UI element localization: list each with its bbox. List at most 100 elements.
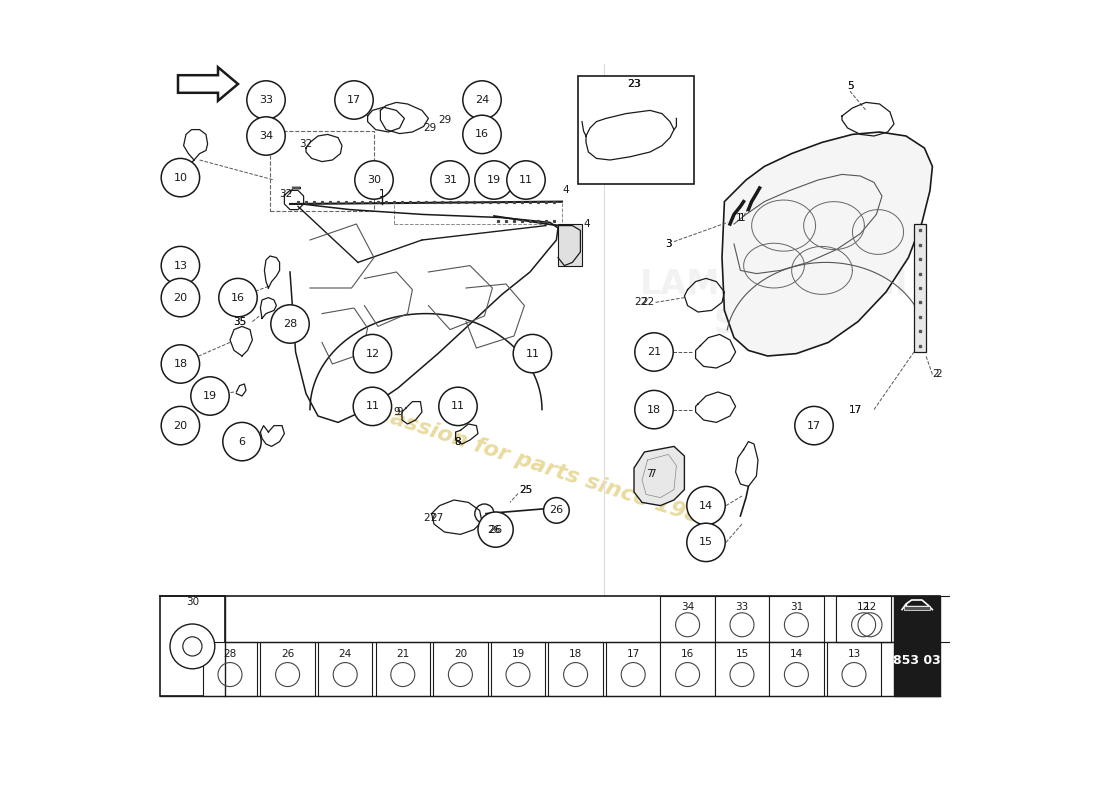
Text: 5: 5	[847, 82, 854, 91]
Circle shape	[478, 512, 514, 547]
Bar	[660, 596, 715, 642]
Circle shape	[514, 334, 551, 373]
Text: 13: 13	[847, 649, 860, 659]
Bar	[558, 224, 582, 266]
Bar	[898, 596, 952, 642]
Text: 32: 32	[299, 139, 312, 149]
Circle shape	[334, 81, 373, 119]
Text: 11: 11	[451, 402, 465, 411]
Text: 18: 18	[569, 649, 582, 659]
Text: 26: 26	[488, 525, 503, 534]
Text: 6: 6	[239, 437, 245, 446]
Text: 9: 9	[393, 407, 399, 417]
Circle shape	[162, 158, 199, 197]
Bar	[160, 596, 226, 696]
Bar	[769, 596, 824, 642]
Text: 14: 14	[698, 501, 713, 510]
Circle shape	[439, 387, 477, 426]
Bar	[491, 642, 546, 696]
Text: 16: 16	[231, 293, 245, 302]
Circle shape	[246, 81, 285, 119]
Bar	[261, 642, 315, 696]
Text: 22: 22	[635, 298, 648, 307]
Text: 19: 19	[202, 391, 217, 401]
Text: 27: 27	[424, 514, 437, 523]
Text: 18: 18	[647, 405, 661, 414]
Circle shape	[635, 390, 673, 429]
Text: 15: 15	[698, 538, 713, 547]
Bar	[843, 596, 898, 642]
Text: 1: 1	[736, 213, 743, 222]
Text: 24: 24	[339, 649, 352, 659]
Text: 1: 1	[378, 189, 385, 198]
Text: 8: 8	[454, 437, 461, 446]
Text: 16: 16	[475, 130, 490, 139]
Text: 35: 35	[233, 317, 246, 326]
Text: 9: 9	[396, 407, 403, 417]
Circle shape	[162, 246, 199, 285]
Bar	[827, 642, 881, 696]
Bar	[375, 642, 430, 696]
Text: 29: 29	[424, 123, 437, 133]
Text: 2: 2	[936, 370, 943, 379]
Text: 24: 24	[475, 95, 490, 105]
Text: 21: 21	[647, 347, 661, 357]
Text: 21: 21	[396, 649, 409, 659]
Text: 853 03: 853 03	[893, 654, 942, 667]
Text: 11: 11	[917, 602, 931, 613]
Text: 3: 3	[666, 239, 672, 249]
Bar	[715, 642, 769, 696]
Text: 33: 33	[258, 95, 273, 105]
Text: 7: 7	[646, 469, 652, 478]
Bar	[894, 596, 940, 696]
Bar	[318, 642, 373, 696]
Text: 4: 4	[584, 219, 591, 229]
Text: 11: 11	[519, 175, 534, 185]
Text: 3: 3	[666, 239, 672, 249]
Text: 30: 30	[186, 597, 199, 606]
Bar	[903, 606, 929, 610]
Circle shape	[353, 334, 392, 373]
Text: 23: 23	[627, 79, 640, 89]
Text: 19: 19	[512, 649, 525, 659]
Bar	[914, 224, 926, 352]
Text: 11: 11	[526, 349, 539, 358]
Circle shape	[686, 523, 725, 562]
Text: 26: 26	[549, 506, 563, 515]
Circle shape	[355, 161, 393, 199]
Text: 31: 31	[790, 602, 803, 613]
Text: 11: 11	[365, 402, 380, 411]
Text: 25: 25	[519, 485, 532, 494]
Circle shape	[795, 406, 833, 445]
Circle shape	[353, 387, 392, 426]
Text: 8: 8	[454, 437, 461, 446]
Text: 13: 13	[174, 261, 187, 270]
Bar	[394, 202, 562, 224]
Bar	[202, 642, 257, 696]
Text: 1: 1	[739, 213, 746, 222]
Circle shape	[463, 115, 502, 154]
Circle shape	[271, 305, 309, 343]
Circle shape	[219, 278, 257, 317]
Circle shape	[475, 161, 514, 199]
Text: 20: 20	[174, 293, 187, 302]
Text: 2: 2	[933, 370, 939, 379]
Text: 26: 26	[280, 649, 294, 659]
Text: 12: 12	[365, 349, 380, 358]
Circle shape	[507, 161, 546, 199]
Text: 12: 12	[864, 602, 877, 613]
Text: 34: 34	[258, 131, 273, 141]
Text: 12: 12	[857, 602, 870, 613]
Circle shape	[635, 333, 673, 371]
Text: 20: 20	[174, 421, 187, 430]
Text: 26: 26	[487, 525, 500, 534]
Text: 20: 20	[454, 649, 467, 659]
Bar	[836, 596, 891, 642]
Bar	[270, 131, 374, 211]
Text: 34: 34	[681, 602, 694, 613]
Bar	[578, 76, 694, 184]
Text: 27: 27	[430, 514, 443, 523]
Text: LAMBORGHINI
SPECS: LAMBORGHINI SPECS	[640, 268, 909, 339]
Text: 35: 35	[233, 317, 246, 326]
Text: 10: 10	[174, 173, 187, 182]
